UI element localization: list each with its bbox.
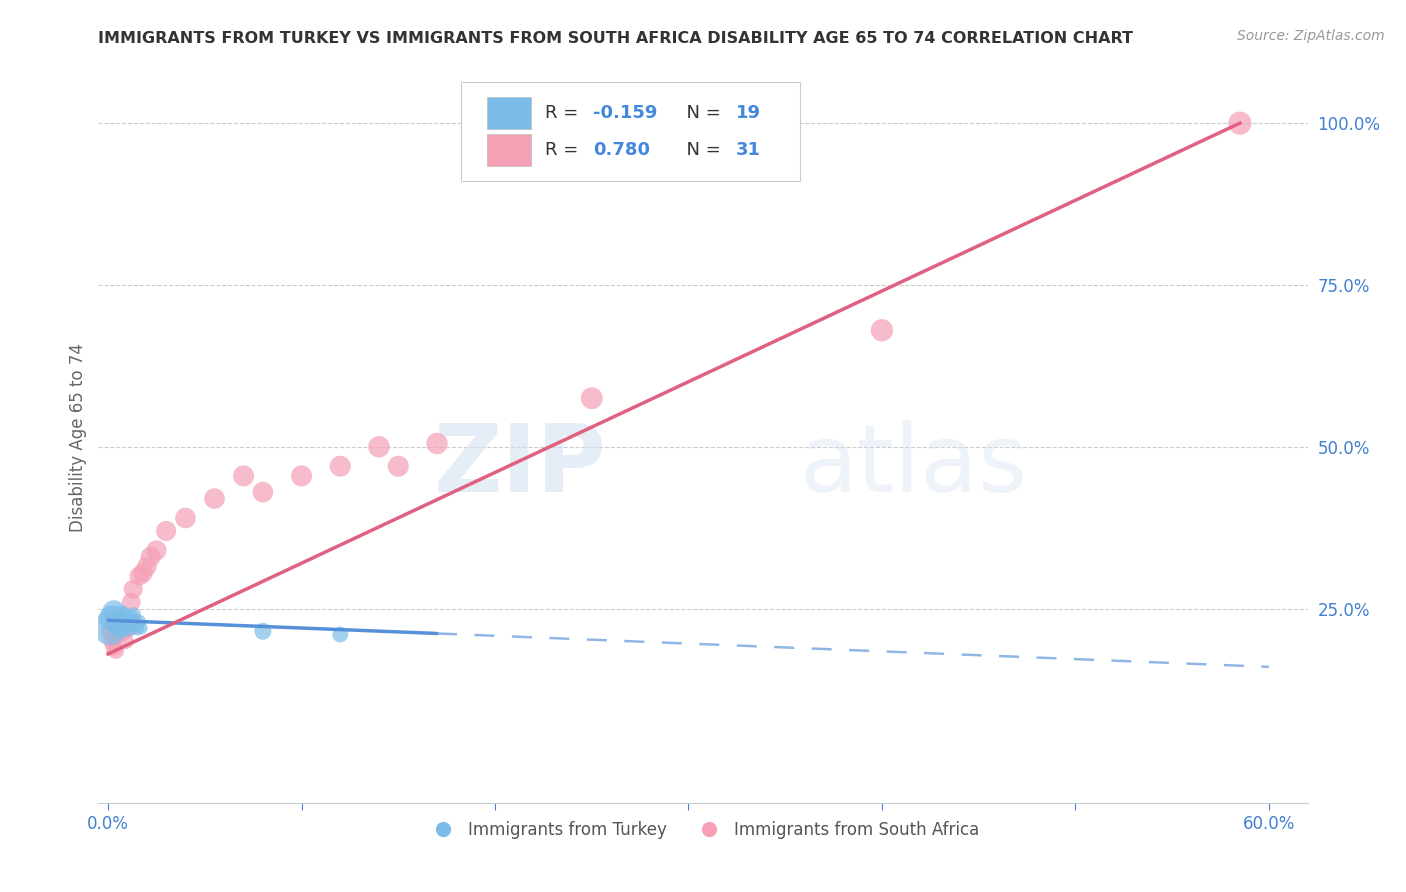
Point [128, 615, 150, 629]
Point [204, 491, 226, 506]
Point [122, 608, 145, 623]
Point [120, 595, 142, 609]
Point [103, 605, 125, 619]
Point [108, 621, 131, 635]
Point [107, 617, 129, 632]
FancyBboxPatch shape [486, 134, 531, 166]
Point [103, 640, 125, 655]
Point [290, 469, 312, 483]
Point [98, 621, 121, 635]
Text: 0.780: 0.780 [593, 141, 650, 159]
Point [112, 611, 135, 625]
Text: ZIP: ZIP [433, 420, 606, 512]
Text: 19: 19 [735, 104, 761, 122]
Point [145, 543, 167, 558]
Point [104, 643, 127, 657]
Y-axis label: Disability Age 65 to 74: Disability Age 65 to 74 [69, 343, 87, 532]
Point [128, 569, 150, 583]
Point [426, 436, 449, 450]
Point [155, 524, 177, 538]
Point [129, 621, 152, 635]
Point [252, 485, 274, 500]
Point [112, 624, 135, 639]
Point [104, 615, 127, 629]
Text: R =: R = [544, 141, 583, 159]
Text: 31: 31 [735, 141, 761, 159]
Point [107, 621, 129, 635]
Point [232, 469, 254, 483]
Point [132, 566, 155, 580]
Point [135, 559, 157, 574]
Point [252, 624, 274, 639]
Point [387, 459, 409, 474]
Point [117, 617, 139, 632]
Point [329, 459, 352, 474]
Point [122, 582, 145, 597]
Point [108, 627, 131, 641]
Point [101, 611, 124, 625]
Point [120, 611, 142, 625]
Point [124, 617, 146, 632]
Point [1229, 116, 1251, 130]
Text: Source: ZipAtlas.com: Source: ZipAtlas.com [1237, 29, 1385, 43]
Text: N =: N = [675, 104, 727, 122]
Point [111, 608, 134, 623]
Point [870, 323, 893, 337]
Point [118, 621, 141, 635]
Point [139, 549, 162, 564]
Text: -0.159: -0.159 [593, 104, 658, 122]
Point [101, 634, 124, 648]
Text: R =: R = [544, 104, 583, 122]
Point [118, 615, 141, 629]
Point [174, 511, 197, 525]
Point [581, 391, 603, 405]
Point [111, 615, 134, 629]
Legend: Immigrants from Turkey, Immigrants from South Africa: Immigrants from Turkey, Immigrants from … [420, 814, 986, 846]
FancyBboxPatch shape [486, 97, 531, 129]
Point [114, 617, 136, 632]
Text: atlas: atlas [800, 420, 1028, 512]
Text: N =: N = [675, 141, 727, 159]
Point [329, 627, 352, 641]
Text: IMMIGRANTS FROM TURKEY VS IMMIGRANTS FROM SOUTH AFRICA DISABILITY AGE 65 TO 74 C: IMMIGRANTS FROM TURKEY VS IMMIGRANTS FRO… [98, 31, 1133, 46]
Point [98, 624, 121, 639]
Point [114, 634, 136, 648]
Point [127, 621, 149, 635]
Point [117, 621, 139, 635]
Point [368, 440, 391, 454]
FancyBboxPatch shape [461, 82, 800, 181]
